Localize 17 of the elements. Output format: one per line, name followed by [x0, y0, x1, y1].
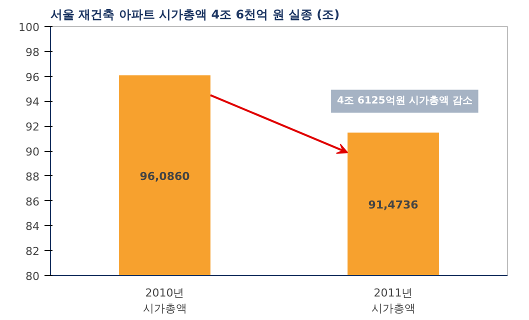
y-tick-label: 84 — [26, 220, 40, 234]
y-tick-label: 98 — [26, 46, 40, 59]
y-tick-label: 90 — [26, 146, 40, 158]
data-label: 91,4736 — [368, 198, 419, 212]
chart-title: 서울 재건축 아파트 시가총액 4조 6천억 원 실종 (조) — [50, 8, 340, 22]
annotation: 4조 6125억원 시가총액 감소 — [337, 96, 472, 107]
y-tick-label: 96 — [26, 70, 40, 84]
y-tick-label: 86 — [26, 195, 40, 208]
x-tick-label: 2010년 시가총액 — [142, 286, 187, 316]
y-tick-label: 100 — [18, 21, 40, 34]
x-tick-label: 2011년 시가총액 — [371, 286, 416, 316]
y-tick-label: 92 — [26, 120, 40, 134]
data-label: 96,0860 — [140, 170, 190, 183]
y-tick-label: 88 — [26, 170, 40, 184]
y-tick-label: 94 — [26, 96, 40, 109]
y-tick-label: 80 — [26, 270, 40, 283]
y-tick-label: 82 — [26, 245, 40, 258]
